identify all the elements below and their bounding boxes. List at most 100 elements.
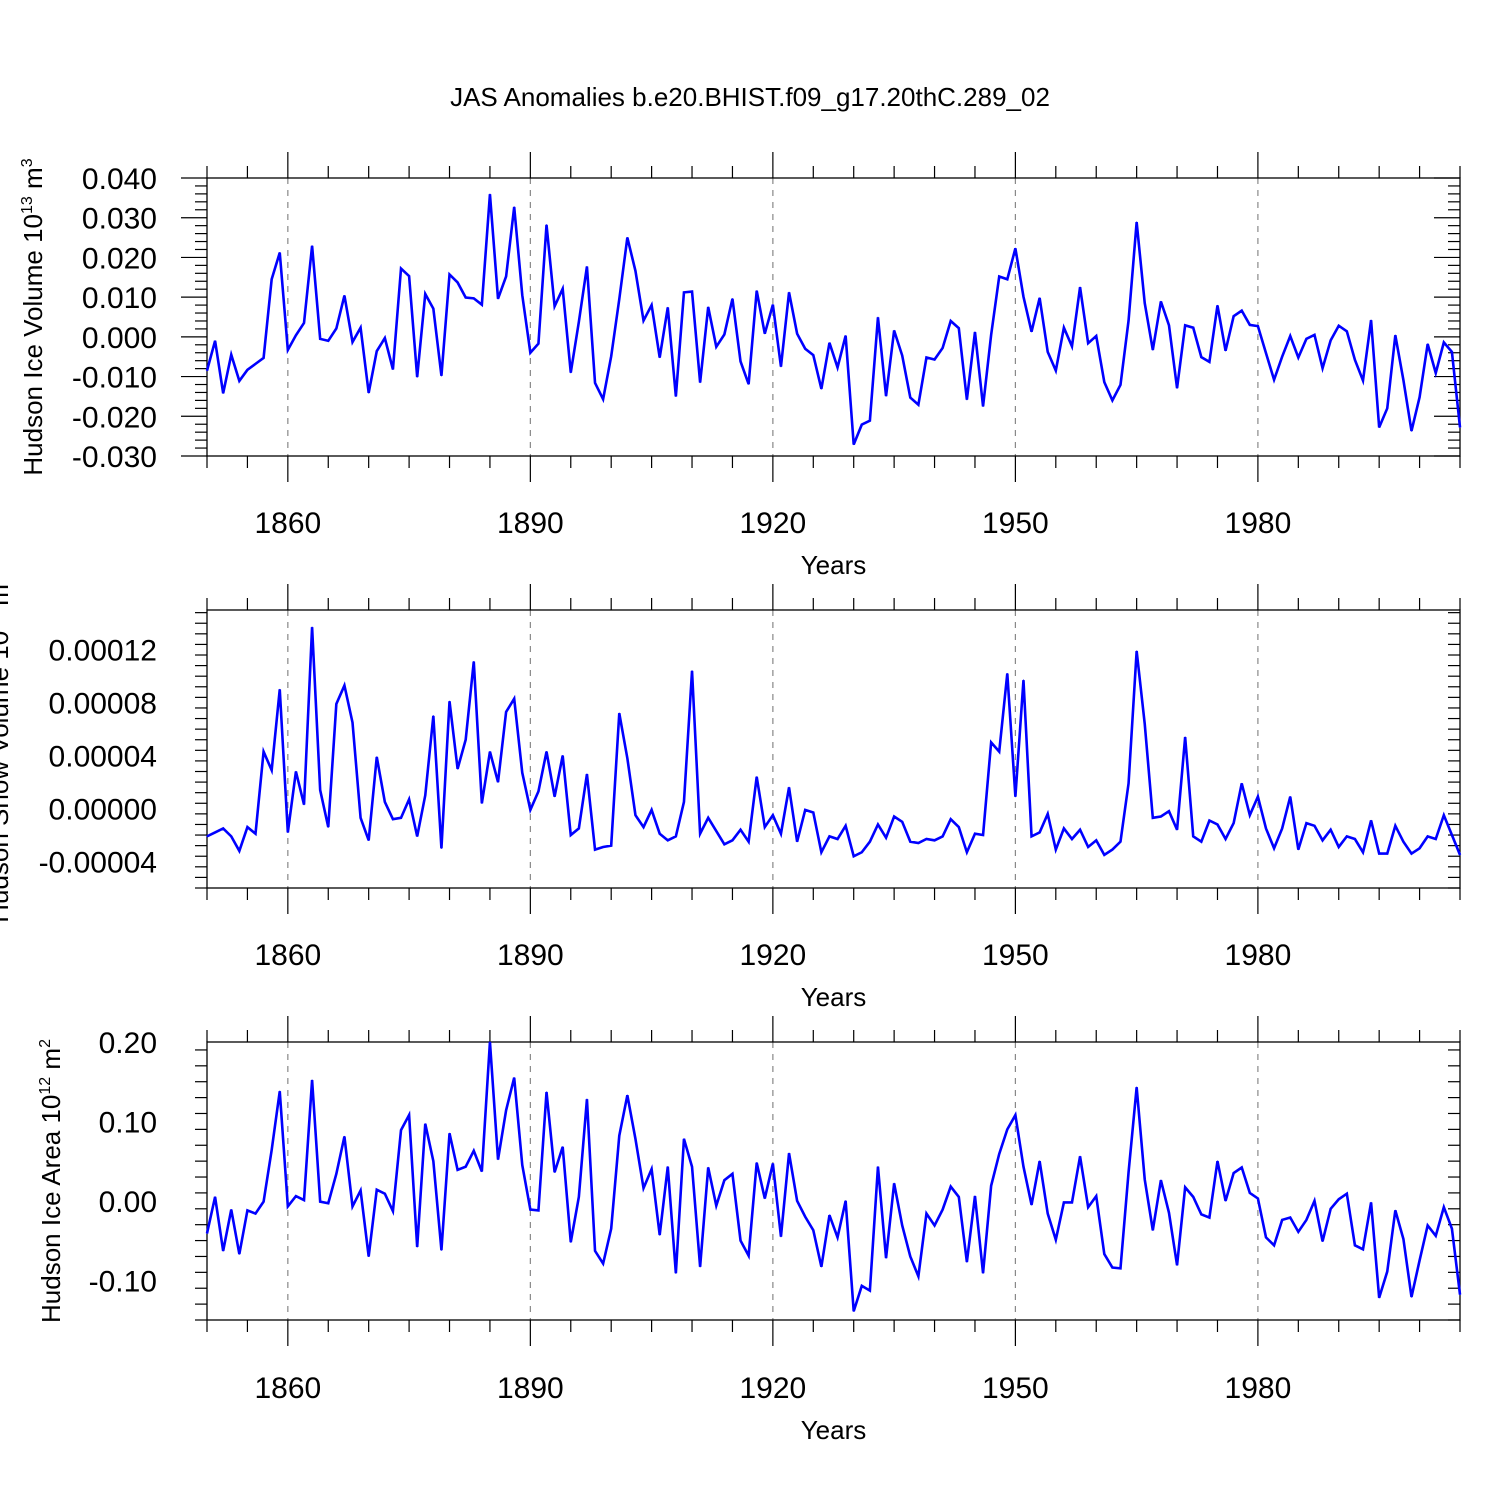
data-point — [651, 1168, 653, 1170]
data-point — [1160, 1179, 1162, 1181]
data-point — [287, 831, 289, 834]
data-point — [933, 358, 936, 361]
y-tick-label: -0.010 — [72, 362, 157, 395]
data-point — [667, 1166, 669, 1168]
data-point — [1370, 1201, 1372, 1204]
data-point — [246, 826, 249, 828]
data-point — [683, 801, 685, 803]
data-point — [1152, 349, 1154, 351]
data-point — [659, 1234, 661, 1236]
y-tick-label: -0.00004 — [39, 847, 157, 880]
data-point — [206, 835, 208, 837]
data-point — [804, 1216, 806, 1218]
data-point — [214, 831, 216, 834]
y-tick-label: 0.030 — [82, 203, 157, 236]
data-point — [1022, 1166, 1025, 1168]
data-point — [966, 851, 968, 853]
data-point — [351, 341, 354, 343]
data-point — [780, 1236, 782, 1238]
data-point — [1418, 847, 1421, 849]
data-point — [683, 1138, 685, 1140]
data-point — [917, 404, 919, 406]
data-point — [537, 1209, 540, 1211]
data-point — [222, 1250, 224, 1252]
data-point — [998, 751, 1000, 753]
data-point — [618, 298, 620, 300]
y-axis-label-exponent: 13 — [0, 613, 2, 631]
data-point — [1338, 325, 1340, 327]
data-point — [1087, 342, 1089, 344]
data-point — [853, 443, 855, 446]
data-point — [359, 817, 362, 819]
data-point — [262, 1201, 265, 1203]
y-tick-label: 0.040 — [82, 163, 157, 196]
data-point — [497, 781, 499, 783]
data-point — [812, 811, 814, 814]
data-point — [853, 855, 855, 857]
data-point — [1354, 1244, 1356, 1246]
data-point — [642, 826, 645, 828]
data-point — [893, 815, 895, 818]
data-point — [1095, 1195, 1097, 1197]
data-point — [1305, 822, 1308, 824]
data-point — [602, 1263, 604, 1265]
data-point — [707, 1166, 709, 1169]
data-point — [521, 1164, 523, 1166]
data-point — [1233, 822, 1235, 824]
data-point — [1079, 829, 1081, 831]
figure-title: JAS Anomalies b.e20.BHIST.f09_g17.20thC.… — [450, 82, 1050, 112]
data-point — [772, 304, 774, 306]
x-tick-label: 1890 — [497, 939, 564, 972]
data-point — [408, 798, 410, 800]
data-point — [303, 1199, 305, 1201]
data-point — [295, 770, 297, 773]
data-point — [1265, 827, 1267, 830]
data-point — [1039, 831, 1041, 834]
data-point — [230, 1208, 232, 1211]
data-point — [634, 814, 637, 816]
data-point — [1200, 841, 1202, 843]
data-point — [699, 381, 701, 384]
data-point — [1402, 841, 1405, 843]
data-point — [901, 354, 903, 357]
data-point — [230, 835, 232, 837]
plot-frame — [206, 1041, 1461, 1321]
data-point — [1152, 1229, 1154, 1231]
y-tick-label: -0.10 — [89, 1265, 157, 1298]
data-point — [909, 397, 911, 399]
data-point — [691, 1166, 693, 1168]
data-point — [327, 826, 329, 828]
data-point — [424, 293, 426, 295]
data-point — [610, 845, 612, 847]
data-point — [869, 420, 871, 422]
data-point — [893, 329, 895, 332]
series-line — [205, 1041, 1462, 1312]
data-point — [1071, 1201, 1073, 1204]
data-point — [1039, 297, 1041, 299]
data-point — [1435, 1235, 1437, 1237]
data-point — [966, 399, 968, 401]
data-point — [1071, 345, 1073, 347]
data-point — [319, 789, 321, 791]
data-point — [1427, 1224, 1429, 1227]
data-point — [1144, 302, 1146, 304]
data-point — [473, 661, 475, 663]
data-point — [812, 354, 814, 356]
data-point — [1192, 327, 1194, 329]
data-point — [642, 319, 645, 322]
data-point — [440, 847, 443, 849]
data-point — [1402, 1238, 1405, 1240]
data-point — [739, 1239, 742, 1242]
data-point — [1386, 1270, 1388, 1273]
data-point — [796, 841, 798, 843]
data-point — [925, 1212, 928, 1215]
data-point — [885, 1257, 887, 1259]
series-line — [206, 627, 1462, 859]
data-point — [1451, 351, 1453, 353]
chart-panel-2: 1860 1890 1920 1950 1980 Years -0.00004 0.00000… — [0, 575, 1462, 1012]
data-point — [465, 739, 467, 741]
data-point — [1338, 1198, 1340, 1200]
data-point — [343, 1135, 346, 1138]
x-tick-label: 1860 — [254, 1372, 321, 1405]
data-point — [715, 830, 717, 832]
